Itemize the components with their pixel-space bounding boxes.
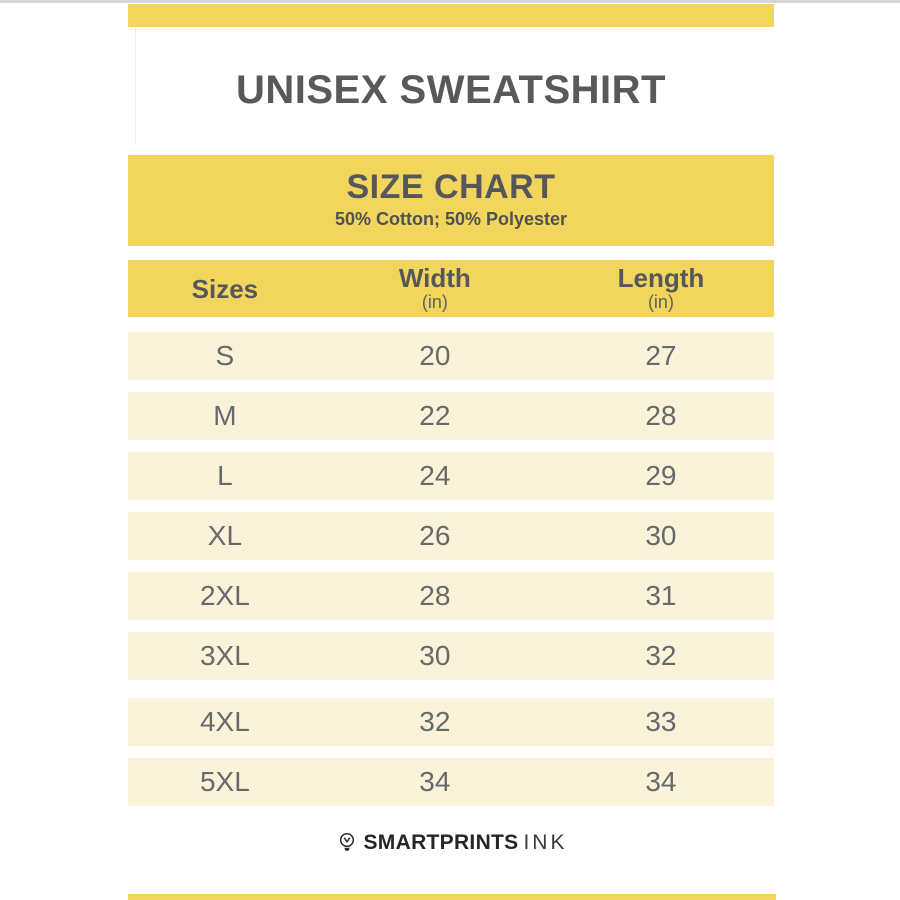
column-header-length: Length (in) <box>548 260 774 317</box>
width-cell: 20 <box>419 340 451 371</box>
size-cell: XL <box>207 520 243 551</box>
table-body: S 20 27 M 22 28 L 24 29 XL <box>128 332 774 806</box>
lightbulb-icon <box>339 832 354 851</box>
table-row: 5XL 34 34 <box>128 758 774 806</box>
column-label: Width <box>398 263 471 293</box>
table-row: 2XL 28 31 <box>128 572 774 620</box>
table-row: L 24 29 <box>128 452 774 500</box>
table-row: M 22 28 <box>128 392 774 440</box>
column-unit: (in) <box>421 292 448 312</box>
brand-name-light: INK <box>523 831 568 854</box>
size-table: Sizes Width (in) Length (in) S 20 27 <box>128 260 774 806</box>
column-label: Sizes <box>191 273 259 304</box>
bottom-accent-bar <box>128 894 776 900</box>
column-unit: (in) <box>647 292 674 312</box>
size-cell: S <box>215 340 235 371</box>
length-cell: 32 <box>645 640 677 671</box>
brand-name-bold: SMARTPRINTS <box>363 831 519 854</box>
size-cell: 5XL <box>199 766 250 797</box>
size-cell: 2XL <box>199 580 250 611</box>
size-cell: 4XL <box>199 706 250 737</box>
top-accent-bar <box>128 4 774 27</box>
size-cell: M <box>213 400 237 431</box>
size-cell: L <box>217 460 233 491</box>
length-cell: 27 <box>645 340 677 371</box>
width-cell: 34 <box>419 766 451 797</box>
fabric-composition: 50% Cotton; 50% Polyester <box>334 209 568 229</box>
size-cell: 3XL <box>199 640 250 671</box>
length-cell: 33 <box>645 706 677 737</box>
width-cell: 26 <box>419 520 451 551</box>
length-cell: 29 <box>645 460 677 491</box>
brand-logo: SMARTPRINTS INK <box>128 828 774 858</box>
width-cell: 30 <box>419 640 451 671</box>
page-edge-line <box>135 27 136 145</box>
table-row: 4XL 32 33 <box>128 698 774 746</box>
length-cell: 30 <box>645 520 677 551</box>
width-cell: 32 <box>419 706 451 737</box>
length-cell: 34 <box>645 766 677 797</box>
width-cell: 22 <box>419 400 451 431</box>
page-title: UNISEX SWEATSHIRT <box>235 68 666 112</box>
length-cell: 31 <box>645 580 677 611</box>
column-header-sizes: Sizes <box>128 260 322 317</box>
table-row: S 20 27 <box>128 332 774 380</box>
size-chart-heading: SIZE CHART <box>346 168 556 206</box>
column-label: Length <box>617 263 705 293</box>
column-header-width: Width (in) <box>322 260 548 317</box>
table-header-row: Sizes Width (in) Length (in) <box>128 260 774 317</box>
table-row: 3XL 30 32 <box>128 632 774 680</box>
table-row: XL 26 30 <box>128 512 774 560</box>
width-cell: 24 <box>419 460 451 491</box>
top-gray-strip <box>0 0 900 3</box>
width-cell: 28 <box>419 580 451 611</box>
length-cell: 28 <box>645 400 677 431</box>
size-chart-header: SIZE CHART 50% Cotton; 50% Polyester <box>128 155 774 246</box>
